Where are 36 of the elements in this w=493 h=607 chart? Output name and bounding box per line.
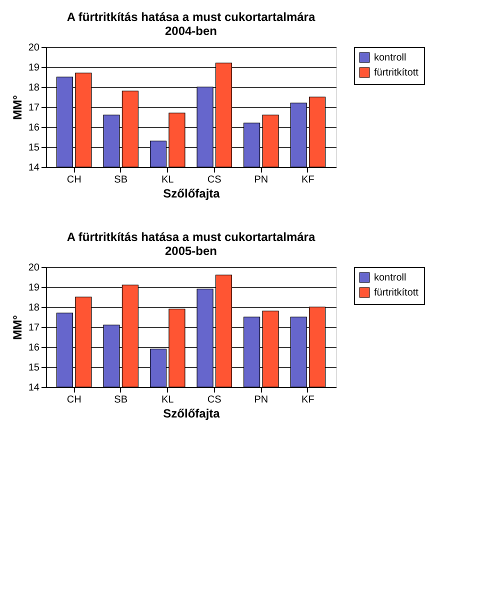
x-tick-label: SB: [114, 394, 128, 406]
x-tick-label: KF: [302, 394, 314, 406]
y-tick-label: 15: [28, 362, 40, 374]
y-tick-label: 15: [28, 142, 40, 154]
y-tick-label: 18: [28, 82, 40, 94]
x-tick-label: CS: [207, 394, 222, 406]
chart-title: A fürtritkítás hatása a must cukortartalmára 2004-ben: [66, 10, 316, 38]
y-tick-label: 16: [28, 342, 40, 354]
x-tick-label: KF: [302, 174, 314, 186]
x-tick-label: CS: [207, 174, 222, 186]
legend-label: fürtritkított: [374, 288, 419, 298]
x-axis-title: Szőlőfajta: [163, 406, 220, 420]
y-tick-label: 19: [28, 62, 40, 74]
y-tick-label: 18: [28, 302, 40, 314]
legend-label: fürtritkított: [374, 68, 419, 78]
y-tick-label: 19: [28, 282, 40, 294]
y-tick-label: 20: [28, 262, 40, 274]
y-axis-title: MM°: [10, 94, 24, 120]
x-tick-label: KL: [161, 174, 174, 186]
y-tick-label: 17: [28, 102, 40, 114]
y-tick-label: 14: [28, 162, 40, 174]
x-tick-label: KL: [161, 394, 174, 406]
y-axis-title: MM°: [10, 314, 24, 340]
legend-label: kontroll: [374, 272, 406, 284]
x-tick-label: CH: [66, 174, 82, 186]
x-tick-label: PN: [254, 394, 268, 406]
chart-title: A fürtritkítás hatása a must cukortartalmára 2005-ben: [66, 230, 316, 258]
x-tick-label: PN: [254, 174, 268, 186]
legend-label: kontroll: [374, 52, 406, 64]
x-tick-label: SB: [114, 174, 128, 186]
x-tick-label: CH: [66, 394, 82, 406]
x-axis-title: Szőlőfajta: [163, 186, 220, 200]
y-tick-label: 17: [28, 322, 40, 334]
y-tick-label: 20: [28, 42, 40, 54]
y-tick-label: 16: [28, 122, 40, 134]
y-tick-label: 14: [28, 382, 40, 394]
